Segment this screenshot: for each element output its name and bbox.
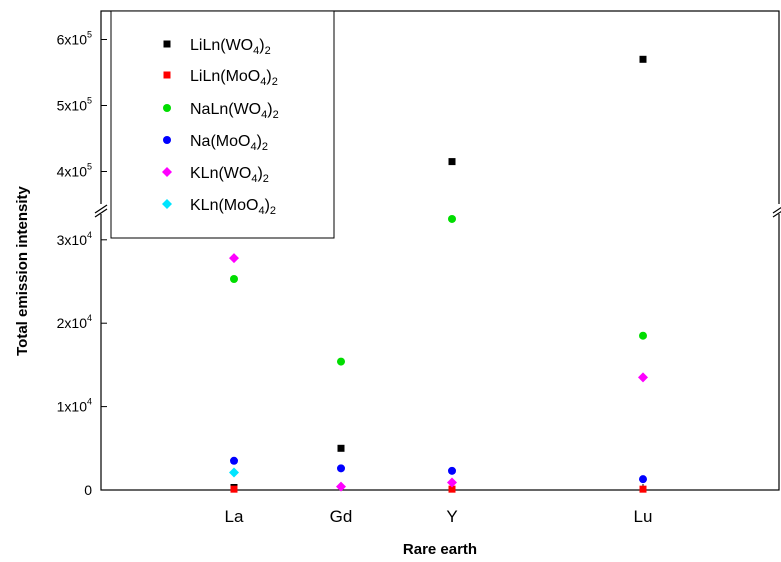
y-tick-label: 4x105 (57, 162, 92, 180)
x-tick-label: La (225, 507, 244, 526)
legend-entry-label: LiLn(WO4)2 (190, 37, 271, 57)
legend-marker (163, 71, 171, 79)
axis-break-mark (94, 208, 108, 218)
data-point (448, 466, 456, 475)
data-points (229, 55, 648, 493)
y-tick-label: 0 (84, 482, 92, 498)
data-point (448, 214, 456, 223)
data-point (230, 485, 238, 493)
x-tick-label: Lu (634, 507, 653, 526)
data-point (230, 456, 238, 465)
data-point (639, 475, 647, 484)
data-point (229, 467, 239, 478)
data-point (639, 331, 647, 340)
legend-entry-label: NaLn(WO4)2 (190, 101, 279, 121)
data-point (230, 274, 238, 283)
data-point (448, 485, 456, 493)
y-tick-label: 6x105 (57, 30, 92, 48)
plot-frame (94, 10, 781, 491)
data-point (448, 158, 456, 166)
y-tick-label: 5x105 (57, 96, 92, 114)
data-point (337, 357, 345, 366)
legend-entry-label: KLn(MoO4)2 (190, 197, 276, 217)
x-axis-title: Rare earth (403, 541, 477, 558)
data-point (337, 464, 345, 473)
legend-marker (162, 199, 172, 209)
data-point (229, 253, 239, 264)
legend-entry-label: LiLn(MoO4)2 (190, 68, 278, 88)
plot-border (100, 10, 780, 491)
data-point (447, 477, 457, 488)
legend-entry-label: KLn(WO4)2 (190, 165, 269, 185)
data-point (639, 485, 647, 493)
axis-break-mark (94, 204, 108, 214)
x-tick-label: Y (446, 507, 457, 526)
data-point (336, 481, 346, 492)
axis-break-mark (772, 206, 781, 214)
legend-marker (163, 40, 171, 48)
axis-break-mark (772, 210, 781, 218)
legend: LiLn(WO4)2 LiLn(MoO4)2 NaLn(WO4)2 Na(MoO4)2… (110, 10, 335, 239)
legend-marker (162, 167, 172, 177)
y-tick-label: 1x104 (57, 397, 92, 415)
legend-entry-label: Na(MoO4)2 (190, 133, 268, 153)
y-axis-ticks: 0 1x104 2x104 3x104 4x105 5x105 6x105 (57, 30, 107, 498)
data-point (337, 444, 345, 452)
legend-box (110, 10, 335, 239)
y-tick-label: 3x104 (57, 230, 92, 248)
x-tick-label: Gd (330, 507, 353, 526)
legend-marker (163, 136, 171, 144)
legend-marker (163, 104, 171, 112)
data-point (638, 372, 648, 383)
y-axis-title: Total emission intensity (14, 185, 31, 355)
data-point (639, 55, 647, 63)
y-tick-label: 2x104 (57, 313, 92, 331)
